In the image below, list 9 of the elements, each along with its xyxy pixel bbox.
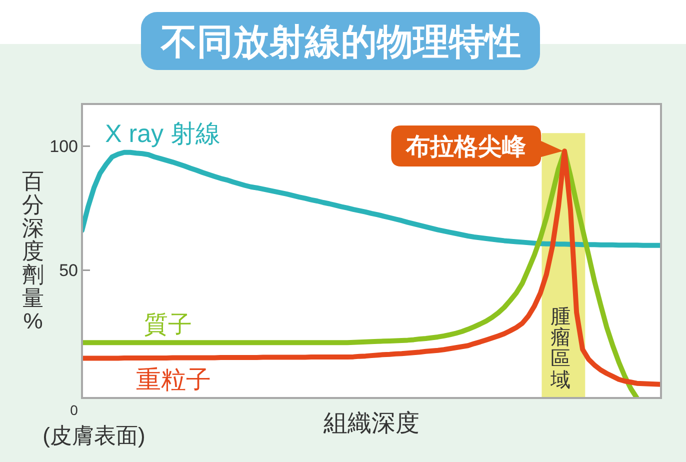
annotation: 腫瘤區域 xyxy=(550,306,570,392)
ytick: 100 xyxy=(50,137,78,156)
title: 不同放射線的物理特性 xyxy=(161,21,521,62)
annotation: 布拉格尖峰 xyxy=(406,134,526,161)
annotation: 0 xyxy=(70,402,78,418)
ytick: 50 xyxy=(59,261,78,280)
xlabel: 組織深度 xyxy=(324,410,420,437)
annotation: (皮膚表面) xyxy=(42,423,146,448)
ylabel: 百分深度劑量% xyxy=(22,168,44,334)
